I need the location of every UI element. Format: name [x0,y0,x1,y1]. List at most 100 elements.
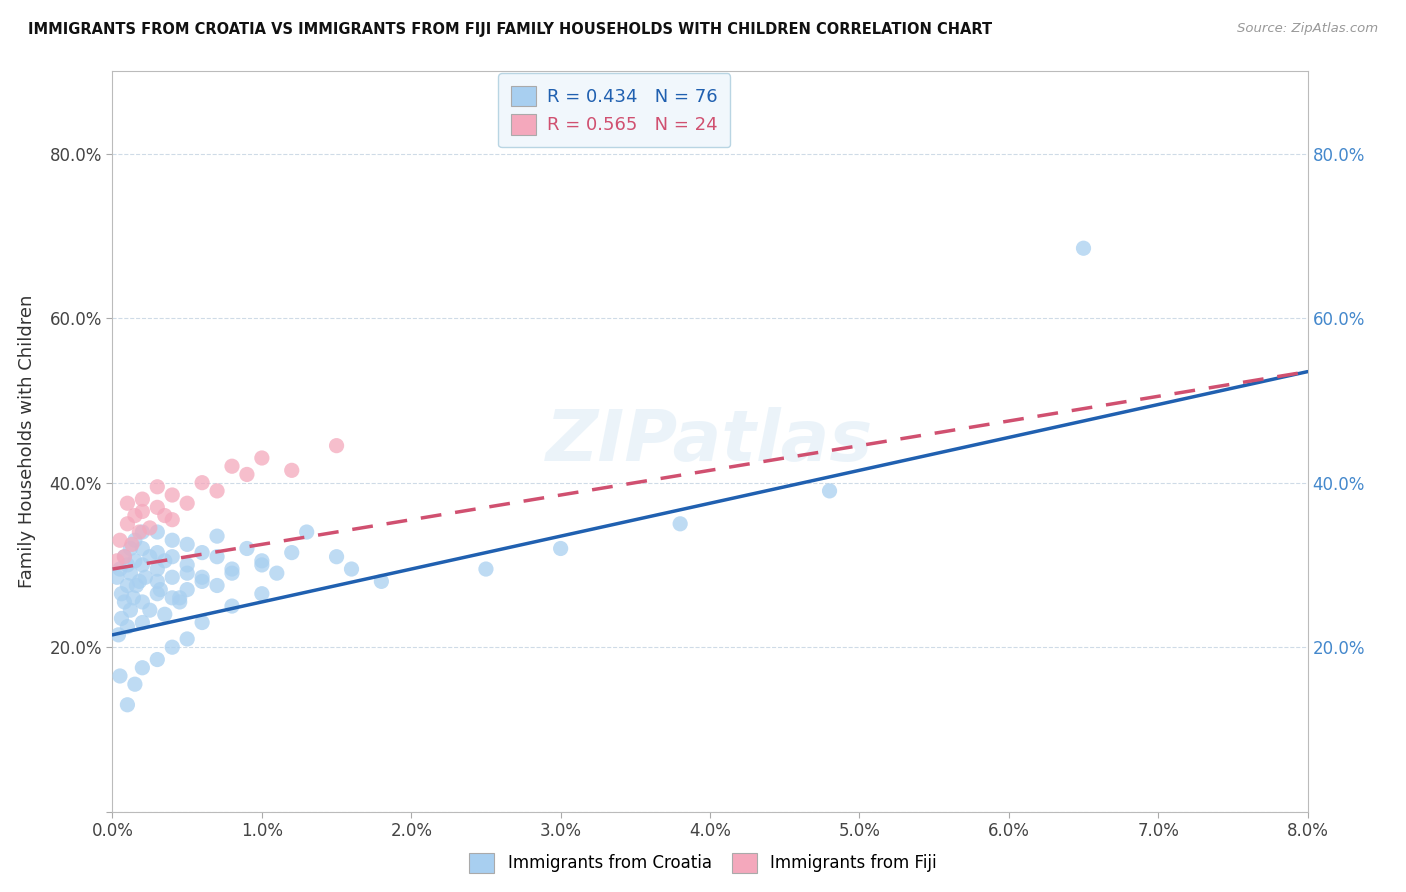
Point [1073,241,1095,255]
Text: IMMIGRANTS FROM CROATIA VS IMMIGRANTS FROM FIJI FAMILY HOUSEHOLDS WITH CHILDREN : IMMIGRANTS FROM CROATIA VS IMMIGRANTS FR… [28,22,993,37]
Point [131,541,153,556]
Point [295,524,318,539]
Point [149,582,172,597]
Point [146,480,169,494]
Point [250,587,273,601]
Point [105,554,128,568]
Point [117,619,139,633]
Point [117,516,139,531]
Point [146,545,169,560]
Point [191,545,214,560]
Point [131,524,153,539]
Text: ZIPatlas: ZIPatlas [547,407,873,476]
Point [146,587,169,601]
Point [162,640,183,655]
Point [124,554,146,568]
Point [162,513,183,527]
Point [146,500,169,515]
Point [205,578,228,592]
Point [110,587,132,601]
Point [120,566,142,581]
Point [108,562,131,576]
Y-axis label: Family Households with Children: Family Households with Children [18,295,35,588]
Point [236,541,259,556]
Point [114,549,135,564]
Point [162,488,183,502]
Point [139,603,162,617]
Point [176,632,198,646]
Point [134,570,156,584]
Point [128,574,150,589]
Text: Source: ZipAtlas.com: Source: ZipAtlas.com [1237,22,1378,36]
Point [669,516,692,531]
Point [131,558,153,572]
Point [146,524,169,539]
Point [191,615,214,630]
Point [117,578,139,592]
Point [176,566,198,581]
Point [475,562,498,576]
Point [162,570,183,584]
Point [124,677,146,691]
Point [120,541,142,556]
Point [121,537,143,551]
Point [139,549,162,564]
Point [124,508,146,523]
Point [153,554,176,568]
Point [124,533,146,548]
Point [117,698,139,712]
Point [108,669,131,683]
Point [128,524,150,539]
Point [117,496,139,510]
Point [146,562,169,576]
Point [117,558,139,572]
Point [162,533,183,548]
Point [146,652,169,666]
Point [162,549,183,564]
Point [818,483,841,498]
Point [281,463,304,477]
Point [250,450,273,465]
Point [169,595,191,609]
Point [108,533,131,548]
Point [370,574,392,589]
Point [176,558,198,572]
Point [221,459,243,474]
Point [281,545,304,560]
Point [153,607,176,622]
Point [114,549,135,564]
Point [131,661,153,675]
Point [120,603,142,617]
Point [176,582,198,597]
Point [266,566,288,581]
Point [162,591,183,605]
Point [191,475,214,490]
Point [221,599,243,613]
Point [236,467,259,482]
Point [146,574,169,589]
Point [131,595,153,609]
Point [205,529,228,543]
Point [110,611,132,625]
Point [107,628,129,642]
Point [191,574,214,589]
Point [325,439,347,453]
Point [550,541,572,556]
Point [325,549,347,564]
Point [205,549,228,564]
Point [122,591,145,605]
Point [131,492,153,507]
Legend: R = 0.434   N = 76, R = 0.565   N = 24: R = 0.434 N = 76, R = 0.565 N = 24 [498,73,731,147]
Point [340,562,363,576]
Point [205,483,228,498]
Point [176,537,198,551]
Point [131,504,153,518]
Point [153,508,176,523]
Point [114,595,135,609]
Legend: Immigrants from Croatia, Immigrants from Fiji: Immigrants from Croatia, Immigrants from… [463,847,943,880]
Point [221,562,243,576]
Point [169,591,191,605]
Point [176,496,198,510]
Point [131,615,153,630]
Point [139,521,162,535]
